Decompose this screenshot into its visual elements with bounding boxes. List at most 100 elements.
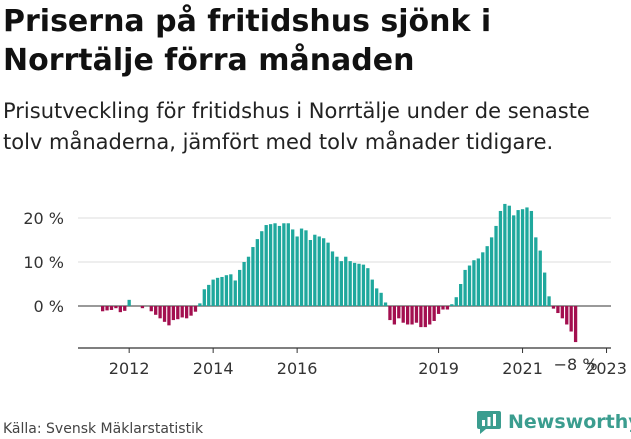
bar	[189, 306, 193, 316]
bar	[397, 306, 401, 319]
newsworthy-logo-icon	[477, 411, 501, 434]
bar	[304, 230, 308, 306]
bar	[498, 210, 503, 306]
bar	[551, 306, 556, 309]
bar	[140, 306, 145, 309]
bar	[313, 234, 317, 306]
bar	[158, 306, 162, 319]
bar	[538, 250, 542, 306]
bar	[273, 223, 277, 306]
bar	[322, 238, 326, 306]
bar	[207, 284, 211, 306]
bar	[560, 306, 564, 319]
bar	[215, 277, 220, 306]
bar	[299, 228, 304, 306]
bar	[171, 306, 176, 321]
bar	[176, 306, 180, 320]
y-tick-label: 20 %	[23, 209, 64, 228]
bar	[330, 251, 335, 306]
bar	[154, 306, 158, 315]
bar	[450, 304, 454, 306]
x-tick-label: 2012	[109, 359, 150, 378]
bar	[202, 289, 206, 306]
bar	[255, 239, 259, 306]
bar	[344, 256, 348, 306]
y-tick-label: 0 %	[34, 297, 64, 316]
bar	[410, 306, 414, 325]
x-tick-label: 2021	[502, 359, 543, 378]
last-value-label: −8 %	[554, 355, 598, 374]
bar	[149, 306, 153, 312]
bar	[529, 210, 534, 306]
bar	[127, 299, 131, 306]
bar	[405, 306, 410, 325]
bar	[198, 303, 202, 306]
chart-subtitle: Prisutveckling för fritidshus i Norrtälj…	[3, 99, 590, 154]
source-note: Källa: Svensk Mäklarstatistik	[3, 421, 204, 437]
bar	[459, 284, 463, 306]
bar	[512, 215, 516, 306]
bar	[414, 306, 419, 323]
bar	[534, 237, 538, 306]
bar	[503, 203, 507, 306]
bar	[485, 246, 489, 306]
brand-name: Newsworthy	[508, 411, 631, 433]
bar	[569, 306, 573, 332]
bar	[445, 306, 450, 310]
bar	[441, 306, 445, 310]
bar	[233, 280, 237, 306]
bar	[295, 236, 299, 306]
bar	[366, 268, 370, 306]
bar	[317, 236, 321, 306]
x-tick-label: 2019	[418, 359, 459, 378]
bar	[242, 262, 246, 306]
y-tick-label: 10 %	[23, 253, 64, 272]
bar	[520, 209, 525, 306]
bar	[246, 256, 251, 306]
bar	[264, 225, 268, 306]
bar	[573, 306, 578, 343]
bar	[481, 252, 485, 306]
bar	[379, 292, 383, 306]
bar	[525, 207, 529, 306]
bar	[419, 306, 423, 328]
bar	[286, 223, 290, 306]
bar	[184, 306, 189, 319]
bar	[105, 306, 109, 311]
bar	[109, 306, 114, 310]
bar	[251, 247, 255, 306]
bar	[454, 297, 458, 306]
bar	[494, 225, 498, 306]
x-tick-label: 2023	[586, 359, 627, 378]
bar	[361, 264, 366, 306]
bar	[507, 205, 511, 306]
bar	[432, 306, 436, 321]
bar-chart: 0 % 10 % 20 % 2012 2014 2016 2019 2021 2023−8 %	[23, 203, 627, 378]
bar	[556, 306, 560, 314]
bar	[489, 237, 494, 306]
bar	[516, 210, 520, 306]
newsworthy-brand: Newsworthy	[476, 406, 631, 438]
bar	[463, 269, 467, 306]
bar	[167, 306, 171, 326]
x-tick-label: 2016	[277, 359, 318, 378]
bar	[326, 242, 330, 306]
bar	[260, 231, 264, 306]
bar	[211, 279, 215, 306]
bar	[193, 306, 198, 312]
bar	[401, 306, 405, 323]
bar	[220, 276, 224, 306]
bar	[383, 302, 388, 306]
bar	[547, 296, 551, 306]
x-tick-label: 2014	[193, 359, 234, 378]
bar	[543, 272, 547, 306]
bar	[348, 261, 352, 306]
bar	[472, 260, 476, 306]
bar	[282, 223, 286, 306]
bar	[339, 261, 343, 306]
bar	[476, 258, 480, 306]
bar	[428, 306, 432, 325]
bar	[375, 288, 379, 306]
bar	[308, 240, 313, 306]
bar	[357, 263, 361, 306]
